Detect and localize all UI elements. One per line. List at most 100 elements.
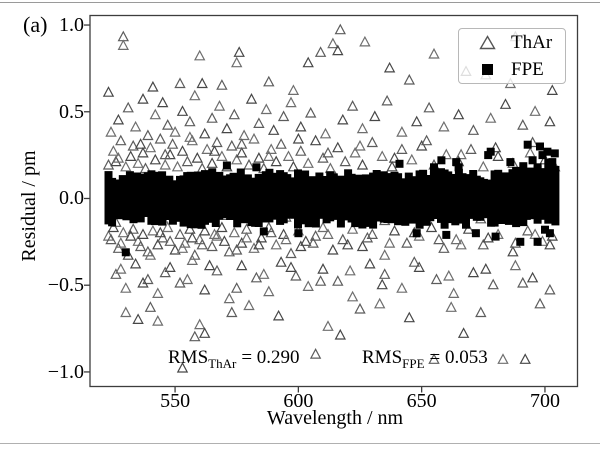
fpe-point <box>548 158 557 167</box>
thar-point <box>115 134 127 146</box>
fpe-point <box>550 149 559 158</box>
thar-point <box>243 299 255 311</box>
thar-point <box>198 127 211 139</box>
fpe-point <box>528 156 537 165</box>
thar-point <box>176 242 189 253</box>
thar-point <box>314 46 327 57</box>
thar-point <box>112 113 125 125</box>
page-rule-top <box>0 2 600 3</box>
thar-point <box>317 221 329 233</box>
thar-point <box>129 120 142 132</box>
thar-point <box>517 119 529 130</box>
thar-point <box>356 240 369 252</box>
thar-point <box>147 224 159 236</box>
thar-point <box>117 39 130 50</box>
fpe-point <box>222 161 231 170</box>
thar-point <box>193 318 206 330</box>
thar-point <box>208 228 221 239</box>
thar-point <box>327 37 339 49</box>
thar-point <box>265 226 277 238</box>
thar-point <box>152 287 164 298</box>
thar-point <box>223 245 236 257</box>
thar-point <box>484 112 497 123</box>
thar-point <box>102 86 115 97</box>
thar-point <box>206 112 218 123</box>
thar-point <box>196 238 208 250</box>
thar-point <box>161 119 174 130</box>
thar-point <box>396 126 408 137</box>
thar-point <box>509 259 522 271</box>
thar-point <box>544 115 556 127</box>
fpe-point <box>533 163 542 172</box>
thar-point <box>346 223 359 234</box>
thar-point <box>147 80 159 92</box>
thar-point <box>287 160 300 172</box>
thar-point <box>189 330 201 342</box>
thar-point <box>383 237 396 248</box>
thar-point <box>255 231 268 243</box>
thar-point <box>327 243 339 255</box>
thar-point <box>467 266 480 278</box>
thar-point <box>302 157 314 168</box>
thar-point <box>346 290 359 302</box>
thar-point <box>408 256 421 267</box>
thar-point <box>230 56 243 68</box>
thar-point <box>216 221 228 233</box>
thar-point <box>544 238 556 250</box>
thar-point <box>166 138 179 149</box>
thar-point <box>425 221 438 233</box>
thar-point <box>378 268 391 279</box>
thar-point <box>230 153 243 165</box>
thar-point <box>248 132 260 144</box>
thar-point <box>517 276 529 288</box>
thar-point <box>149 153 162 165</box>
fpe-point <box>516 237 525 246</box>
thar-point <box>292 132 305 144</box>
thar-point <box>317 152 329 163</box>
thar-point <box>127 139 139 151</box>
thar-point <box>544 283 556 295</box>
rms-thar-annotation: RMSThAr = 0.290 <box>168 347 300 370</box>
thar-point <box>144 301 157 312</box>
thar-point <box>105 233 117 245</box>
fpe-point <box>437 156 446 165</box>
thar-point <box>300 235 312 246</box>
thar-point <box>356 122 369 134</box>
thar-point <box>443 269 455 281</box>
thar-point <box>396 282 408 293</box>
thar-point <box>455 148 467 160</box>
thar-point <box>248 242 260 253</box>
thar-point <box>317 263 329 274</box>
thar-point <box>302 280 314 291</box>
thar-point <box>295 240 307 252</box>
thar-point <box>253 117 265 128</box>
thar-point <box>322 146 334 158</box>
thar-point <box>196 77 208 89</box>
thar-point <box>413 261 425 272</box>
thar-point <box>206 240 218 252</box>
thar-point <box>430 273 443 285</box>
thar-point <box>186 231 199 243</box>
thar-point <box>287 84 300 95</box>
thar-point <box>275 256 287 267</box>
thar-point <box>337 113 349 125</box>
thar-point <box>203 259 216 271</box>
thar-point <box>438 120 450 132</box>
thar-point <box>142 273 154 285</box>
thar-point <box>403 311 416 323</box>
thar-point <box>499 98 512 109</box>
page-rule-bottom <box>0 443 600 444</box>
thar-point <box>450 233 462 245</box>
fpe-point <box>252 163 261 172</box>
legend-item-fpe: FPE <box>459 57 565 83</box>
thar-point <box>447 287 460 298</box>
thar-point <box>263 75 275 87</box>
thar-point <box>216 79 228 90</box>
thar-point <box>521 224 534 236</box>
thar-point <box>546 84 559 95</box>
thar-point <box>235 237 248 248</box>
axes <box>84 14 579 393</box>
thar-point <box>354 139 366 151</box>
thar-point <box>211 264 223 276</box>
